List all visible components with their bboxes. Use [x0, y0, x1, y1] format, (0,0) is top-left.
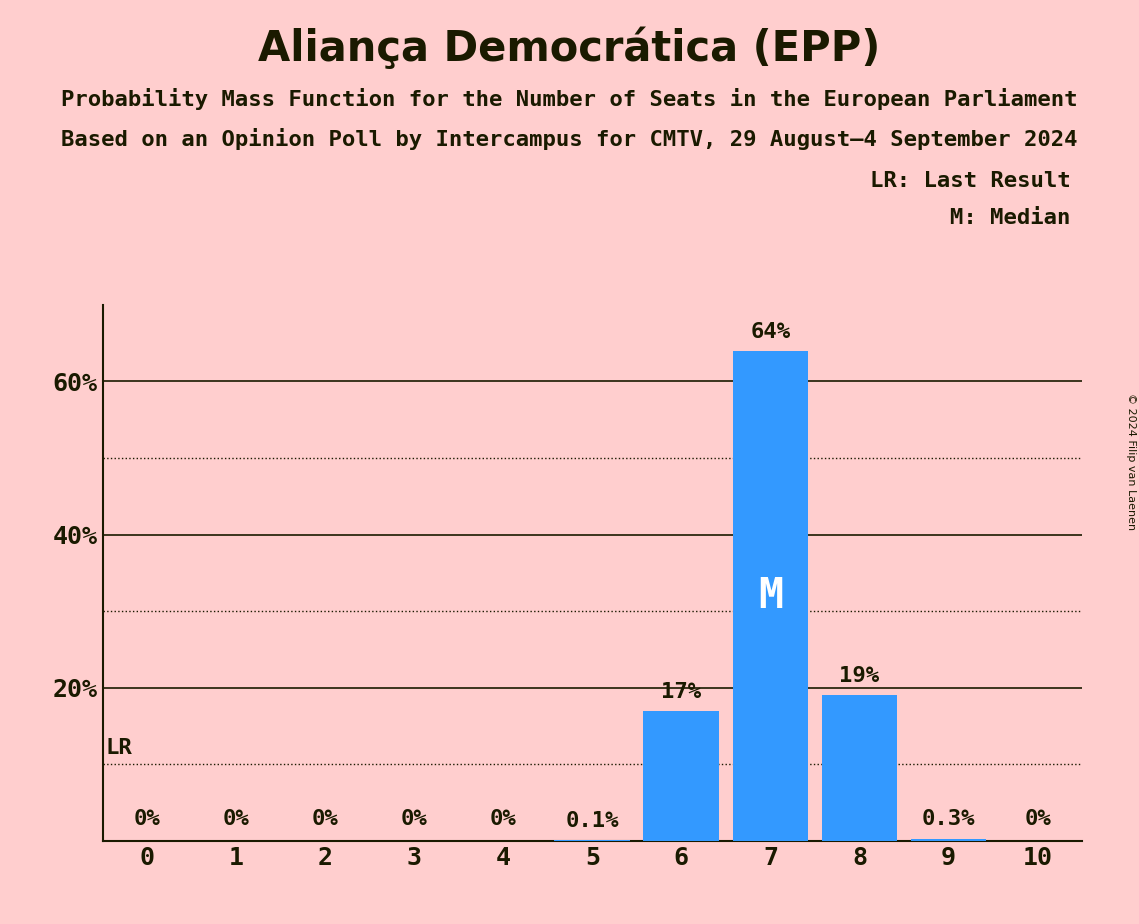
Bar: [821, 696, 898, 841]
Text: 0%: 0%: [490, 809, 517, 830]
Bar: [910, 839, 986, 841]
Text: M: Median: M: Median: [950, 208, 1071, 228]
Text: 0%: 0%: [1024, 809, 1051, 830]
Bar: [732, 351, 809, 841]
Text: Based on an Opinion Poll by Intercampus for CMTV, 29 August–4 September 2024: Based on an Opinion Poll by Intercampus …: [62, 128, 1077, 150]
Text: 0%: 0%: [312, 809, 338, 830]
Text: 0%: 0%: [223, 809, 249, 830]
Text: LR: LR: [105, 738, 132, 759]
Bar: [644, 711, 719, 841]
Text: 19%: 19%: [839, 666, 879, 687]
Text: 64%: 64%: [751, 322, 790, 342]
Text: M: M: [757, 575, 782, 617]
Text: Probability Mass Function for the Number of Seats in the European Parliament: Probability Mass Function for the Number…: [62, 88, 1077, 110]
Text: 0%: 0%: [133, 809, 161, 830]
Text: 0%: 0%: [401, 809, 427, 830]
Text: 0.3%: 0.3%: [921, 809, 975, 830]
Text: 0.1%: 0.1%: [566, 811, 618, 831]
Text: LR: Last Result: LR: Last Result: [870, 171, 1071, 191]
Text: 17%: 17%: [662, 682, 702, 701]
Text: Aliança Democrática (EPP): Aliança Democrática (EPP): [259, 28, 880, 70]
Text: © 2024 Filip van Laenen: © 2024 Filip van Laenen: [1126, 394, 1136, 530]
